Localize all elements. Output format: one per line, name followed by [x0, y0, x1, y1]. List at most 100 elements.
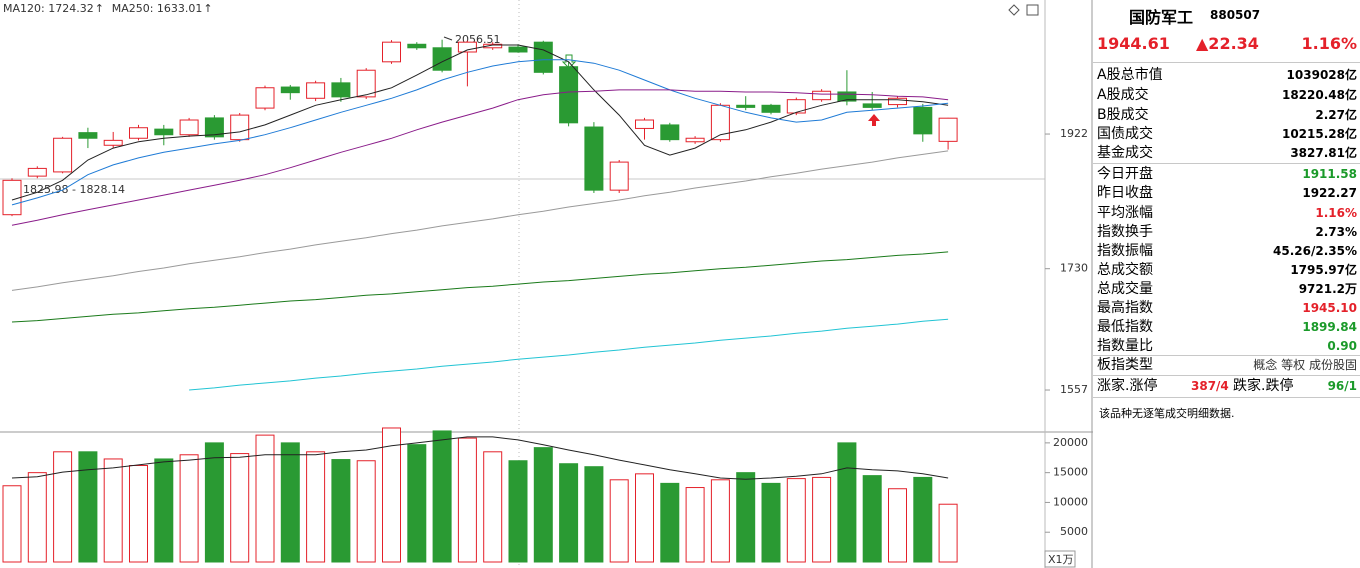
volume-bar: [432, 430, 452, 563]
candle-body: [761, 104, 781, 113]
volume-bar: [280, 442, 300, 563]
quote-row: 指数振幅 45.26/2.35%: [1097, 242, 1357, 261]
candle: [53, 136, 73, 174]
volume-bar: [786, 478, 806, 563]
row-label: 总成交额: [1097, 262, 1153, 278]
volume-bar: [888, 488, 907, 563]
candle: [862, 91, 882, 111]
moving-average-line: [11, 150, 949, 291]
row-label: B股成交: [1097, 107, 1149, 123]
board-option[interactable]: 概念: [1253, 358, 1278, 372]
change-pct: 1.16%: [1301, 34, 1357, 53]
window-icons[interactable]: [1008, 4, 1039, 16]
moving-average-line: [189, 318, 949, 391]
candle: [584, 122, 604, 193]
chart: 2056.51 1825.98 - 1828.14 X1万 MA120: 172…: [0, 0, 1093, 568]
row-value: 45.26/2.35%: [1273, 244, 1357, 258]
candle-body: [356, 69, 376, 98]
volume-bar: [230, 453, 250, 563]
volume-bar: [2, 485, 22, 563]
down-value: 96/1: [1327, 379, 1357, 393]
candle-body: [457, 41, 477, 53]
y-tick-label: 1730: [1060, 262, 1088, 275]
candle: [559, 61, 579, 127]
y-tick-label: 1557: [1060, 383, 1088, 396]
quote-row: 总成交额 1795.97亿: [1097, 261, 1357, 280]
volume-tick-label: 10000: [1053, 495, 1088, 508]
candle: [508, 44, 528, 53]
icon[interactable]: [1026, 4, 1039, 16]
volume-bar: [331, 459, 351, 563]
candle: [432, 39, 452, 73]
volume-bar: [837, 442, 857, 563]
volume-bar: [255, 434, 275, 563]
candle-body: [204, 117, 224, 138]
candle-body: [812, 90, 832, 101]
candle: [710, 103, 730, 142]
candle-body: [407, 43, 427, 49]
row-label: 涨家.涨停: [1097, 378, 1158, 394]
row-label: 基金成交: [1097, 145, 1153, 161]
volume-bar: [736, 472, 756, 563]
candle-body: [913, 106, 933, 135]
row-value: 1899.84: [1302, 320, 1357, 334]
volume-bar: [710, 479, 730, 563]
volume-tick-label: 5000: [1060, 525, 1088, 538]
candle: [837, 70, 857, 106]
board-type-row: 板指类型 概念 等权 成份股固: [1097, 356, 1357, 375]
candle: [255, 85, 275, 111]
candle: [660, 122, 680, 142]
candle: [179, 117, 199, 137]
candle-body: [129, 127, 148, 139]
quote-row: 最低指数 1899.84: [1097, 318, 1357, 337]
row-label: 国债成交: [1097, 126, 1153, 142]
volume-bar: [382, 427, 401, 563]
row-label: A股总市值: [1097, 67, 1163, 83]
board-option[interactable]: 等权: [1281, 358, 1306, 372]
volume-average-line: [11, 436, 949, 480]
separator: [1093, 163, 1360, 164]
volume-bar: [685, 487, 705, 563]
row-value: 1922.27: [1302, 186, 1357, 200]
candle: [306, 80, 326, 102]
candle-body: [255, 87, 275, 109]
row-value: 1911.58: [1302, 167, 1357, 181]
candle: [888, 96, 907, 108]
volume-bar: [938, 503, 958, 563]
quote-row: 指数换手 2.73%: [1097, 223, 1357, 242]
icon[interactable]: [1008, 4, 1020, 16]
index-name: 国防军工: [1129, 8, 1194, 27]
candle: [331, 77, 351, 102]
candle: [938, 117, 958, 150]
candle: [154, 124, 174, 146]
board-options[interactable]: 概念 等权 成份股固: [1253, 356, 1357, 375]
candle-body: [331, 82, 351, 98]
y-tick-label: 1922: [1060, 127, 1088, 140]
unit-box: [1044, 550, 1076, 568]
volume-bar: [533, 447, 553, 563]
indicator-arrow: ↑: [95, 2, 104, 15]
candle: [78, 127, 98, 149]
moving-average-line: [11, 251, 949, 323]
candle-body: [306, 82, 326, 99]
moving-average-line: [11, 44, 949, 201]
volume-bar: [407, 444, 427, 563]
moving-average-line: [11, 89, 949, 226]
candle-body: [685, 137, 705, 143]
candle: [204, 115, 224, 140]
price: 1944.61: [1097, 34, 1170, 53]
candle-body: [559, 66, 579, 124]
volume-bar: [78, 451, 98, 563]
volume-bar: [913, 476, 933, 563]
quote-row: B股成交 2.27亿: [1097, 106, 1357, 125]
moving-average-line: [11, 59, 949, 206]
row-label: 平均涨幅: [1097, 205, 1153, 221]
volume-bar: [862, 475, 882, 563]
volume-bar: [812, 476, 832, 563]
quote-row: 国债成交 10215.28亿: [1097, 125, 1357, 144]
volume-bar: [559, 463, 579, 563]
quote-row: 总成交量 9721.2万: [1097, 280, 1357, 299]
volume-bar: [27, 472, 47, 563]
row-value: 0.90: [1327, 339, 1357, 353]
board-option[interactable]: 成份股固: [1308, 358, 1357, 372]
